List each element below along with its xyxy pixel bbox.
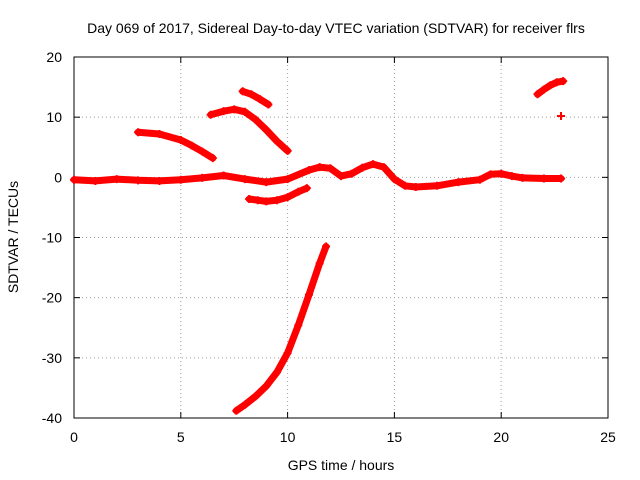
- data-points: [70, 77, 567, 415]
- chart-title: Day 069 of 2017, Sidereal Day-to-day VTE…: [87, 20, 585, 36]
- series-trace: [243, 91, 269, 104]
- grid-lines: [74, 57, 608, 418]
- y-tick-label: 20: [46, 49, 62, 65]
- y-tick-label: 10: [46, 109, 62, 125]
- series-single: [557, 112, 565, 120]
- series-main-band: [70, 160, 565, 191]
- y-tick-label: -20: [42, 290, 62, 306]
- series-arc-c: [239, 87, 273, 108]
- series-arc-d: [245, 184, 311, 205]
- y-tick-label: 0: [54, 169, 62, 185]
- x-tick-label: 0: [70, 429, 78, 445]
- series-arc-f: [534, 77, 568, 98]
- y-tick-label: -10: [42, 230, 62, 246]
- series-arc-e: [232, 243, 330, 415]
- series-arc-a: [134, 128, 217, 162]
- data-point: [557, 112, 565, 120]
- x-tick-label: 10: [280, 429, 296, 445]
- series-arc-b: [207, 105, 292, 155]
- y-tick-label: -40: [42, 410, 62, 426]
- x-tick-label: 5: [177, 429, 185, 445]
- x-axis-label: GPS time / hours: [288, 457, 395, 473]
- sdtvar-chart: Day 069 of 2017, Sidereal Day-to-day VTE…: [0, 0, 640, 480]
- x-tick-label: 25: [600, 429, 616, 445]
- series-trace: [236, 247, 326, 411]
- x-tick-label: 20: [493, 429, 509, 445]
- y-axis-label: SDTVAR / TECUs: [5, 181, 21, 293]
- y-tick-label: -30: [42, 350, 62, 366]
- x-tick-label: 15: [387, 429, 403, 445]
